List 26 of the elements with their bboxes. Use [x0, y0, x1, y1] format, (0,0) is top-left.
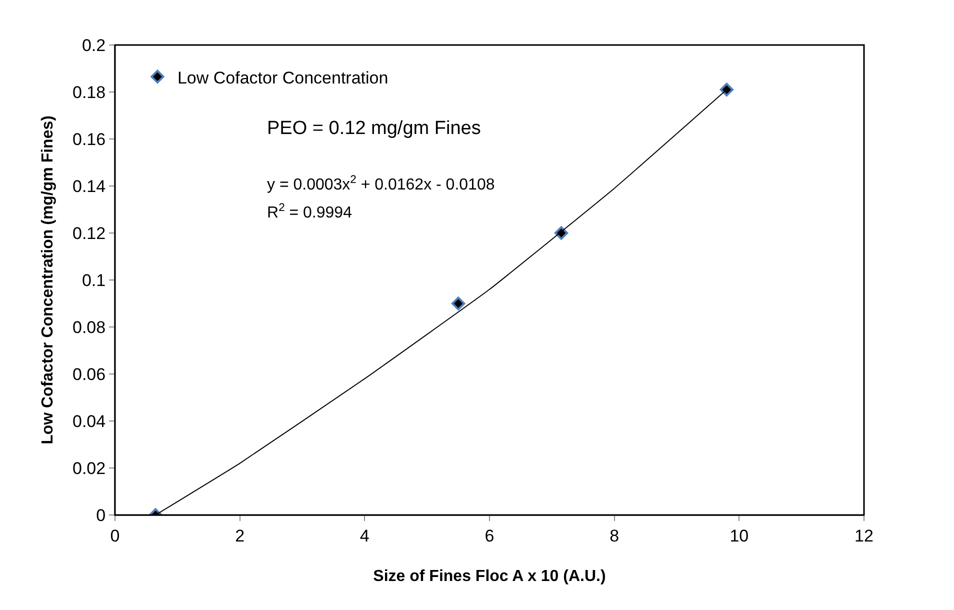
x-tick-label: 12: [854, 526, 874, 546]
y-axis-title: Low Cofactor Concentration (mg/gm Fines): [39, 116, 56, 444]
point: [554, 226, 568, 240]
y-tick-label: 0.16: [72, 130, 106, 149]
point: [451, 296, 466, 310]
y-tick-label: 0.08: [72, 318, 106, 337]
y-tick-label: 0.04: [72, 412, 106, 431]
x-tick-label: 6: [484, 526, 494, 546]
y-tick-label: 0.18: [72, 82, 106, 102]
x-tick-label: 8: [610, 526, 620, 546]
x-tick-label: 4: [360, 526, 370, 546]
legend-label: Low Cofactor Concentration: [177, 68, 388, 88]
y-tick-label: 0.2: [82, 36, 106, 55]
annotation: y = 0.0003x$^{2}$ + 0.0162x - 0.0108: [267, 174, 495, 194]
y-tick-label: 0: [96, 506, 106, 525]
y-tick-label: 0.14: [72, 176, 106, 196]
y-tick-label: 0.1: [82, 270, 106, 290]
x-tick-label: 0: [110, 526, 120, 546]
y-tick-label: 0.12: [72, 224, 106, 243]
annotation: PEO = 0.12 mg/gm Fines: [267, 118, 481, 139]
y-tick-label: 0.02: [72, 458, 106, 478]
y-tick-label: 0.06: [72, 364, 106, 384]
annotation: R$^{2}$ = 0.9994: [267, 202, 352, 222]
x-tick-label: 10: [730, 526, 749, 546]
x-axis-title: Size of Fines Floc A x 10 (A.U.): [373, 568, 606, 586]
x-tick-label: 2: [235, 526, 245, 546]
